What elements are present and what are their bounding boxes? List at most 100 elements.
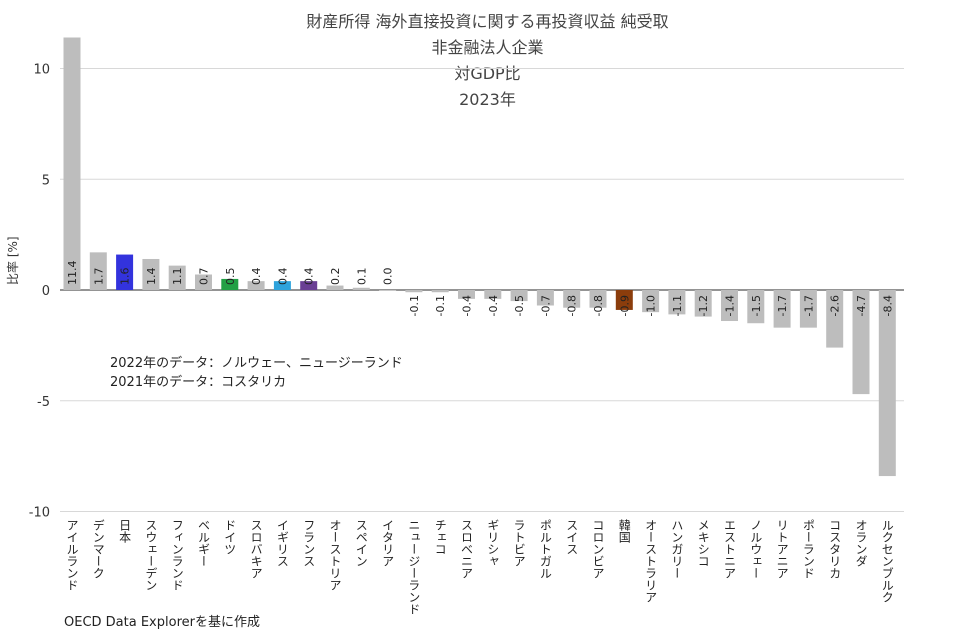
x-tick-label: コロンビア <box>591 519 605 579</box>
value-label: -0.1 <box>408 295 421 316</box>
x-tick-label: メキシコ <box>696 519 710 567</box>
value-label: -1.1 <box>671 295 684 316</box>
bar <box>431 290 449 293</box>
bar <box>799 290 817 328</box>
x-tick-labels: アイルランド デンマーク 日本 スウェーデン フィンランド ベルギー ドイツ スロバキア イギリ… <box>65 519 894 615</box>
bar <box>668 290 686 315</box>
x-tick-label: 韓国 <box>617 519 631 543</box>
bar <box>168 265 186 290</box>
bar <box>273 281 291 290</box>
value-label: -0.4 <box>487 295 500 316</box>
value-label: 1.1 <box>171 268 184 286</box>
y-tick-labels: 10 5 0 -5 -10 <box>29 63 50 521</box>
x-tick-label: ドイツ <box>223 519 237 555</box>
x-tick-label: イギリス <box>275 519 289 567</box>
value-label: -0.1 <box>434 295 447 316</box>
x-tick-label: ハンガリー <box>670 519 684 579</box>
x-tick-label: ベルギー <box>197 519 211 567</box>
value-label: 0.4 <box>250 268 263 286</box>
bar <box>721 290 738 322</box>
bar <box>510 290 528 302</box>
value-label: 11.4 <box>66 261 79 286</box>
x-tick-label: ノルウェー <box>749 519 763 579</box>
bar <box>405 290 423 293</box>
value-label: 1.4 <box>145 268 158 286</box>
bar <box>352 287 370 290</box>
x-tick-label: コスタリカ <box>828 519 842 579</box>
value-label: -4.7 <box>855 295 868 316</box>
bar <box>773 290 791 328</box>
bar <box>589 290 607 308</box>
x-tick-label: オランダ <box>854 519 868 567</box>
value-label: -2.6 <box>829 295 842 316</box>
x-tick-label: デンマーク <box>91 519 105 579</box>
bar <box>142 258 160 290</box>
value-label: 0.0 <box>382 268 395 286</box>
x-tick-label: ポーランド <box>801 519 815 579</box>
x-tick-label: オーストラリア <box>644 519 658 603</box>
bar <box>563 290 581 308</box>
x-tick-label: エストニア <box>723 519 737 579</box>
x-tick-label: リトアニア <box>775 519 789 579</box>
chart-title-line-4: 2023年 <box>459 90 516 109</box>
x-tick-label: スロバキア <box>249 519 263 579</box>
source-note: OECD Data Explorerを基に作成 <box>64 615 260 630</box>
y-tick-label: -10 <box>29 506 50 521</box>
x-tick-label: ルクセンブルク <box>880 519 894 603</box>
bar <box>300 281 318 290</box>
value-label: -0.8 <box>566 295 579 316</box>
value-label: 0.4 <box>276 268 289 286</box>
bar <box>484 290 502 299</box>
x-tick-label: スイス <box>565 519 579 555</box>
value-label: 0.2 <box>329 268 342 286</box>
x-tick-label: オーストリア <box>328 519 342 591</box>
bar <box>221 278 239 290</box>
value-label: 0.4 <box>303 268 316 286</box>
bar <box>826 290 844 348</box>
bar <box>89 252 107 290</box>
bar <box>116 254 134 290</box>
data-note-2022: 2022年のデータ：ノルウェー、ニュージーランド <box>110 356 403 371</box>
bar <box>852 290 870 395</box>
value-label: -0.8 <box>592 295 605 316</box>
x-tick-label: 日本 <box>118 519 132 544</box>
x-tick-label: スペイン <box>354 519 368 567</box>
x-tick-label: ポルトガル <box>538 519 552 579</box>
x-tick-label: アイルランド <box>65 519 79 591</box>
x-tick-label: ギリシャ <box>486 519 500 567</box>
bar <box>642 290 660 313</box>
value-label: -1.0 <box>645 295 658 316</box>
data-note-2021: 2021年のデータ：コスタリカ <box>110 375 287 390</box>
x-tick-label: スロベニア <box>460 519 474 579</box>
value-labels: 11.4 1.7 1.6 1.4 1.1 0.7 0.5 0.4 0.4 0.4 0.2 0.1 0.0… <box>66 261 894 317</box>
value-label: -0.7 <box>539 295 552 316</box>
value-label: -0.4 <box>461 295 474 316</box>
value-label: -0.9 <box>618 295 631 316</box>
x-tick-label: ラトビア <box>512 519 526 567</box>
bar <box>536 290 554 306</box>
x-tick-label: ニュージーランド <box>407 519 421 615</box>
value-label: -8.4 <box>881 295 894 316</box>
value-label: -1.7 <box>776 295 789 316</box>
y-tick-label: 0 <box>42 284 50 299</box>
bar <box>694 290 712 317</box>
value-label: 0.7 <box>198 268 211 286</box>
bar <box>63 37 81 290</box>
value-label: -1.7 <box>802 295 815 316</box>
bar <box>458 290 475 299</box>
bars <box>63 37 896 477</box>
bar <box>247 281 265 290</box>
value-label: 0.5 <box>224 268 237 286</box>
x-tick-label: チェコ <box>433 519 447 555</box>
bar <box>747 290 765 324</box>
bar <box>326 285 344 290</box>
y-tick-label: -5 <box>37 395 50 410</box>
bar <box>878 290 896 477</box>
x-tick-label: フィンランド <box>170 519 184 591</box>
x-tick-label: イタリア <box>381 519 395 567</box>
value-label: -0.5 <box>513 295 526 316</box>
bar <box>615 290 633 310</box>
x-tick-label: フランス <box>302 519 316 567</box>
chart-title-line-1: 財産所得 海外直接投資に関する再投資収益 純受取 <box>306 12 669 31</box>
